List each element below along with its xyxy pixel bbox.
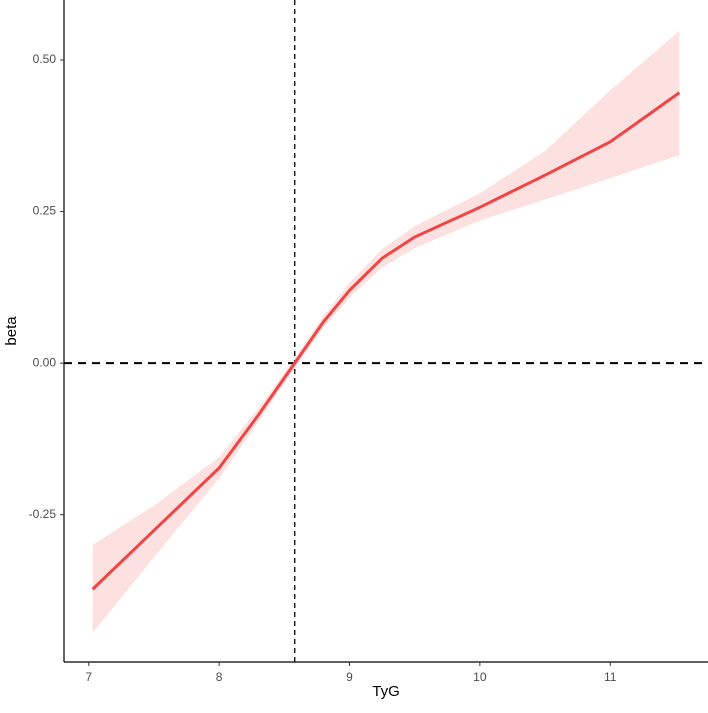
x-tick-label: 9 bbox=[346, 670, 353, 684]
line bbox=[91, 91, 681, 591]
x-tick-label: 10 bbox=[473, 670, 487, 684]
y-axis-label: beta bbox=[3, 316, 20, 346]
y-tick-label: 0.50 bbox=[33, 52, 57, 66]
x-tick-label: 11 bbox=[604, 670, 617, 684]
x-tick-label: 8 bbox=[216, 670, 223, 684]
y-tick-label: -0.25 bbox=[29, 507, 57, 521]
confidence-band bbox=[92, 30, 680, 633]
y-tick-label: 0.00 bbox=[33, 355, 57, 369]
y-tick-label: 0.25 bbox=[33, 204, 57, 218]
x-tick-label: 7 bbox=[85, 670, 92, 684]
x-axis-label: TyG bbox=[372, 683, 400, 700]
